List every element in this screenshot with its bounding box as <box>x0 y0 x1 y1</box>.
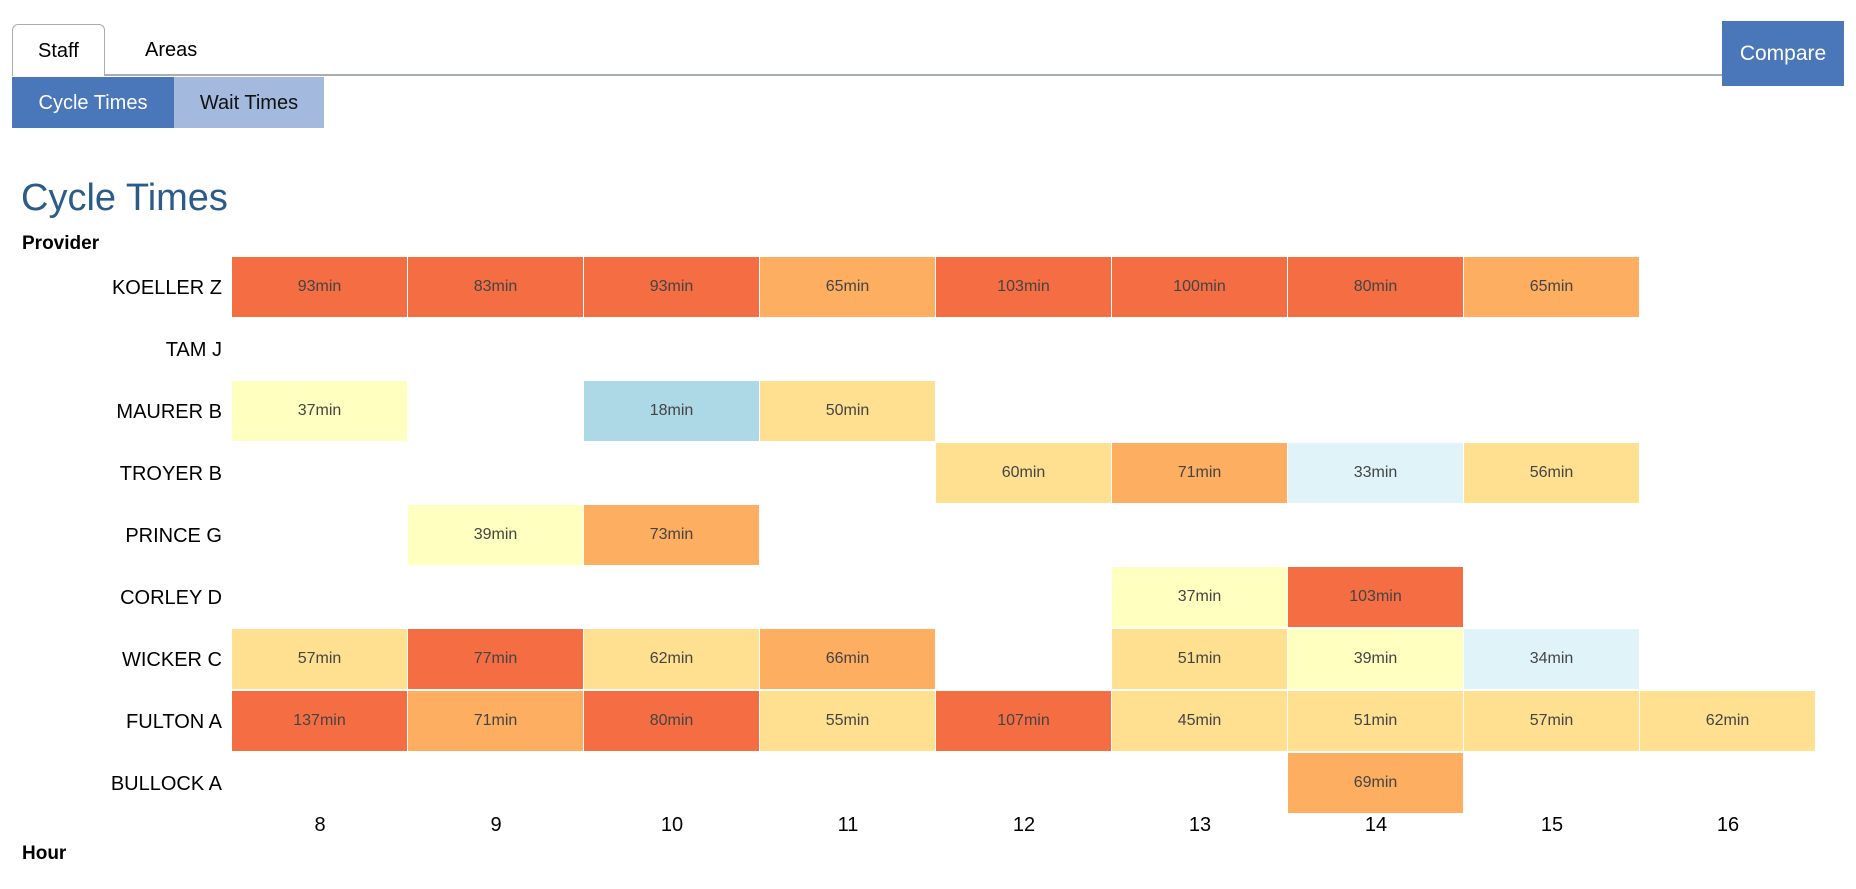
heatmap-cell[interactable]: 18min <box>584 381 759 441</box>
heatmap-cell[interactable]: 37min <box>232 381 407 441</box>
heatmap-cell[interactable]: 77min <box>408 629 583 689</box>
heatmap-cell[interactable]: 71min <box>1112 443 1287 503</box>
heatmap-cell[interactable]: 69min <box>1288 753 1463 813</box>
compare-button[interactable]: Compare <box>1722 21 1844 86</box>
heatmap-cell[interactable]: 100min <box>1112 257 1287 317</box>
heatmap-cell[interactable]: 56min <box>1464 443 1639 503</box>
provider-label: PRINCE G <box>125 525 222 547</box>
heatmap-cell[interactable]: 107min <box>936 691 1111 751</box>
y-axis-title: Provider <box>22 233 100 254</box>
provider-label: KOELLER Z <box>111 277 222 299</box>
heatmap-cell[interactable]: 39min <box>1288 629 1463 689</box>
tab-bar: Staff Areas <box>12 24 1722 76</box>
hour-tick-label: 11 <box>837 814 859 836</box>
heatmap-cell[interactable]: 80min <box>584 691 759 751</box>
heatmap-cell[interactable]: 71min <box>408 691 583 751</box>
heatmap-cell[interactable]: 66min <box>760 629 935 689</box>
hour-tick-label: 14 <box>1364 814 1388 836</box>
hour-tick-label: 9 <box>490 814 502 836</box>
subtab-cycle-times[interactable]: Cycle Times <box>12 77 174 128</box>
heatmap-cell[interactable]: 65min <box>760 257 935 317</box>
heatmap-cell[interactable]: 83min <box>408 257 583 317</box>
heatmap-cell[interactable]: 57min <box>1464 691 1639 751</box>
provider-label: TAM J <box>165 339 222 361</box>
provider-label: WICKER C <box>122 649 222 671</box>
heatmap-cell[interactable]: 50min <box>760 381 935 441</box>
heatmap-cell[interactable]: 93min <box>584 257 759 317</box>
hour-tick-label: 10 <box>660 814 684 836</box>
heatmap-cell[interactable]: 103min <box>1288 567 1463 627</box>
heatmap-cell[interactable]: 51min <box>1112 629 1287 689</box>
provider-label: BULLOCK A <box>110 773 222 795</box>
provider-label: CORLEY D <box>120 587 222 609</box>
heatmap-cell[interactable]: 93min <box>232 257 407 317</box>
provider-label: TROYER B <box>119 463 222 485</box>
provider-label: FULTON A <box>126 711 222 733</box>
heatmap-cell[interactable]: 57min <box>232 629 407 689</box>
heatmap-cell[interactable]: 62min <box>584 629 759 689</box>
tab-areas[interactable]: Areas <box>145 39 198 61</box>
hour-tick-label: 13 <box>1188 814 1212 836</box>
heatmap-cell[interactable]: 137min <box>232 691 407 751</box>
subtab-wait-times[interactable]: Wait Times <box>174 77 324 128</box>
heatmap-cell[interactable]: 55min <box>760 691 935 751</box>
hour-tick-label: 8 <box>314 814 326 836</box>
heatmap-cell[interactable]: 33min <box>1288 443 1463 503</box>
heatmap-cell[interactable]: 37min <box>1112 567 1287 627</box>
heatmap-cell[interactable]: 103min <box>936 257 1111 317</box>
hour-tick-label: 12 <box>1012 814 1036 836</box>
provider-label: MAURER B <box>116 401 222 423</box>
hour-tick-label: 16 <box>1716 814 1740 836</box>
heatmap-cell[interactable]: 80min <box>1288 257 1463 317</box>
page-title: Cycle Times <box>21 177 228 219</box>
tab-staff[interactable]: Staff <box>12 24 105 76</box>
heatmap-cell[interactable]: 73min <box>584 505 759 565</box>
x-axis-title: Hour <box>22 843 67 864</box>
hour-tick-label: 15 <box>1540 814 1564 836</box>
heatmap-cell[interactable]: 65min <box>1464 257 1639 317</box>
heatmap-cell[interactable]: 62min <box>1640 691 1815 751</box>
heatmap-cell[interactable]: 39min <box>408 505 583 565</box>
heatmap-cell[interactable]: 34min <box>1464 629 1639 689</box>
heatmap-cell[interactable]: 51min <box>1288 691 1463 751</box>
heatmap-cell[interactable]: 45min <box>1112 691 1287 751</box>
heatmap-cell[interactable]: 60min <box>936 443 1111 503</box>
